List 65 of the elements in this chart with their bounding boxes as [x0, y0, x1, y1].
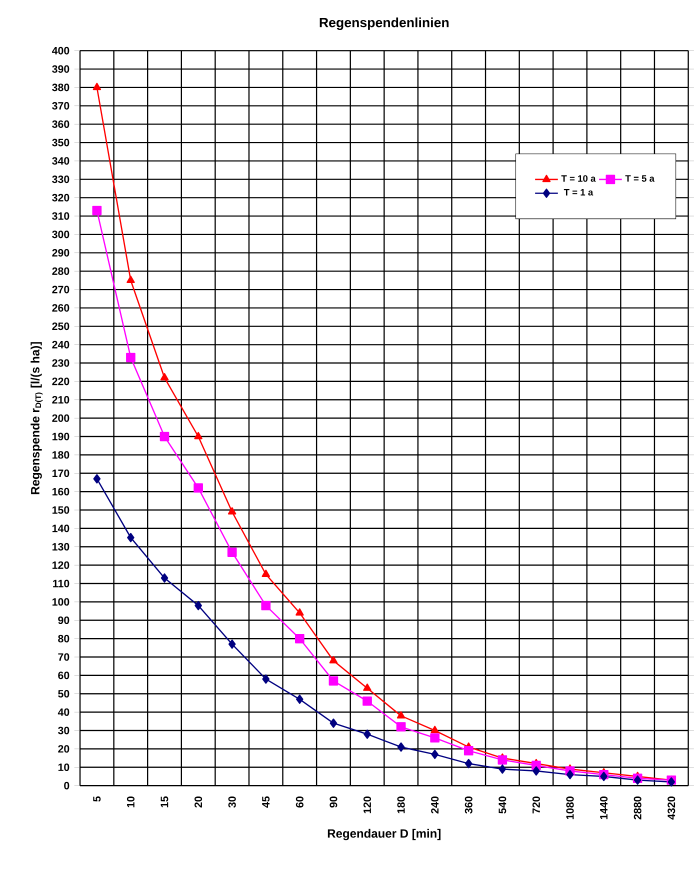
y-tick-label: 130 [52, 542, 70, 551]
x-tick-label: 120 [363, 796, 371, 814]
y-tick-label: 290 [52, 249, 70, 257]
legend-label: T = 1 a [564, 189, 594, 196]
x-tick-label: 5 [93, 796, 101, 802]
y-tick-label: 370 [52, 102, 70, 110]
y-tick-label: 60 [58, 672, 70, 680]
x-tick-label: 4320 [667, 796, 676, 820]
x-tick-label: 20 [194, 796, 202, 808]
y-tick-label: 270 [52, 286, 70, 294]
x-axis-title: Regendauer D [min] [328, 828, 440, 840]
y-tick-label: 320 [52, 194, 70, 202]
y-tick-label: 80 [58, 634, 70, 642]
y-tick-label: 260 [52, 304, 70, 312]
y-tick-label: 150 [52, 506, 70, 514]
y-tick-label: 30 [58, 726, 70, 734]
y-tick-label: 390 [52, 65, 70, 73]
x-tick-label: 360 [464, 796, 472, 814]
y-tick-label: 280 [52, 267, 70, 275]
y-axis-title: Regenspende r$_{D(T)}$ [l/(s ha)] [30, 342, 43, 494]
x-tick-label: 10 [126, 796, 134, 808]
y-tick-label: 160 [52, 488, 70, 496]
y-tick-label: 0 [64, 782, 70, 790]
y-tick-label: 40 [58, 708, 70, 716]
x-tick-label: 1440 [600, 796, 608, 820]
y-tick-label: 240 [52, 340, 70, 348]
y-tick-label: 100 [52, 598, 70, 606]
y-tick-label: 400 [52, 46, 70, 54]
x-tick-label: 240 [430, 796, 438, 814]
y-tick-label: 340 [52, 157, 70, 165]
legend-label: T = 10 a [561, 175, 596, 182]
x-tick-label: 180 [397, 796, 405, 814]
y-tick-label: 140 [52, 524, 70, 532]
y-tick-label: 380 [52, 84, 70, 92]
y-tick-label: 230 [52, 359, 70, 367]
y-tick-label: 120 [52, 561, 70, 569]
x-tick-label: 60 [296, 796, 304, 808]
x-tick-label: 45 [262, 796, 270, 808]
y-tick-label: 180 [52, 451, 70, 459]
y-tick-label: 350 [52, 138, 70, 146]
y-tick-label: 110 [52, 580, 70, 588]
legend-label: T = 5 a [625, 175, 654, 182]
x-tick-label: 15 [160, 796, 168, 808]
x-tick-label: 30 [228, 796, 236, 808]
y-tick-label: 220 [52, 378, 70, 386]
chart-title: Regenspendenlinien [320, 17, 448, 30]
y-tick-label: 70 [58, 653, 70, 661]
y-tick-label: 10 [58, 763, 70, 772]
y-tick-label: 50 [58, 690, 70, 698]
y-tick-label: 300 [52, 230, 70, 238]
x-tick-label: 540 [498, 796, 506, 814]
y-tick-label: 90 [58, 616, 70, 624]
x-tick-label: 720 [532, 796, 540, 814]
y-tick-label: 190 [52, 432, 70, 440]
y-tick-label: 330 [52, 176, 70, 184]
x-tick-label: 90 [330, 796, 338, 808]
x-tick-label: 1080 [566, 796, 574, 820]
x-tick-label: 2880 [634, 796, 642, 820]
y-tick-label: 360 [52, 120, 70, 128]
y-tick-label: 20 [58, 745, 70, 753]
y-tick-label: 210 [52, 396, 70, 404]
y-tick-label: 250 [52, 322, 70, 330]
y-tick-label: 310 [52, 212, 70, 220]
y-tick-label: 200 [52, 414, 70, 422]
y-tick-label: 170 [52, 470, 70, 478]
